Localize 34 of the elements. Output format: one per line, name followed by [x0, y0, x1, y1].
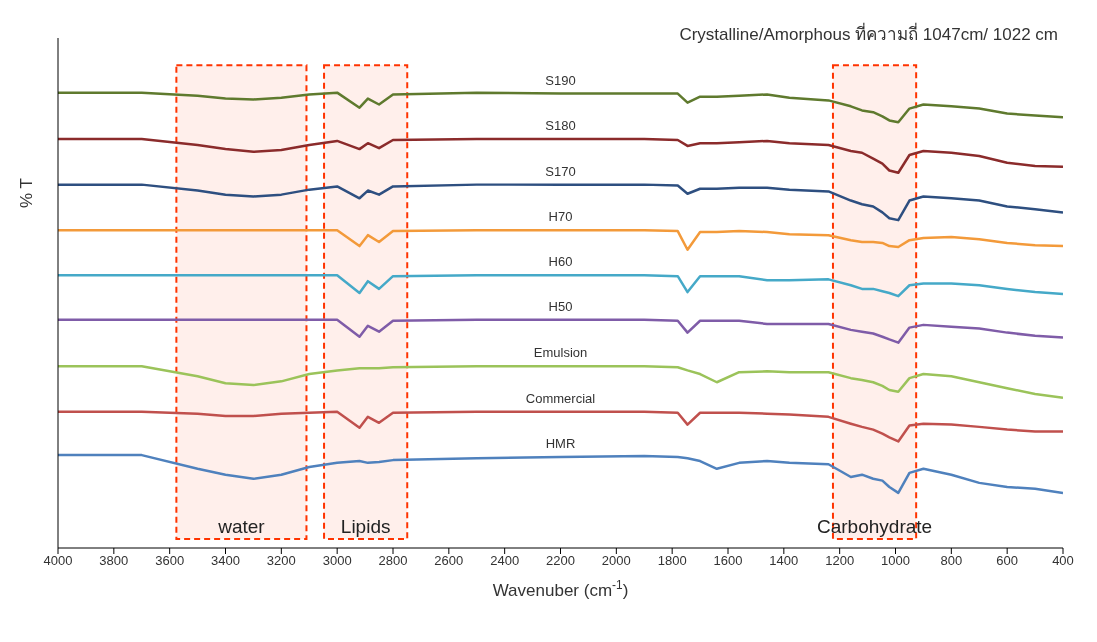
- x-tick-label: 3400: [211, 553, 240, 569]
- series-label: H50: [548, 298, 573, 314]
- x-tick-label: 3600: [155, 553, 185, 569]
- x-tick-label: 400: [1052, 553, 1074, 569]
- band-label: Lipids: [340, 515, 391, 537]
- x-tick-label: 1600: [713, 553, 743, 569]
- x-tick-label: 2600: [434, 553, 464, 569]
- series-label: S190: [545, 72, 576, 88]
- x-tick-label: 600: [996, 553, 1019, 569]
- x-tick-label: 2200: [546, 553, 575, 569]
- x-tick-label: 800: [940, 553, 963, 569]
- band-label: Carbohydrate: [817, 515, 933, 537]
- x-tick-label: 3000: [322, 553, 352, 569]
- x-tick-label: 3200: [266, 553, 296, 569]
- x-axis-title: Wavenuber (cm$^{-1}$): [492, 578, 629, 600]
- x-tick-label: 1200: [825, 553, 855, 569]
- x-tick-label: 2800: [378, 553, 408, 569]
- y-axis-title: % T: [17, 178, 36, 208]
- series-label: S170: [545, 163, 576, 179]
- series-label: H70: [548, 209, 573, 225]
- series-label: HMR: [545, 435, 576, 451]
- x-tick-label: 2000: [601, 553, 631, 569]
- series-label: S180: [545, 118, 576, 134]
- x-tick-label: 1000: [881, 553, 910, 569]
- x-tick-label: 3800: [99, 553, 129, 569]
- series-label: Commercial: [525, 390, 596, 406]
- x-tick-label: 2400: [490, 553, 520, 569]
- x-tick-label: 4000: [43, 553, 73, 569]
- text: Crystalline/Amorphous ที่ความถี่ 1047cm/ 1022 cm: [679, 21, 1058, 46]
- series-label: Emulsion: [533, 345, 588, 361]
- series-label: H60: [548, 254, 573, 270]
- x-tick-label: 1800: [657, 553, 687, 569]
- band-label: water: [217, 515, 266, 537]
- x-tick-label: 1400: [769, 553, 799, 569]
